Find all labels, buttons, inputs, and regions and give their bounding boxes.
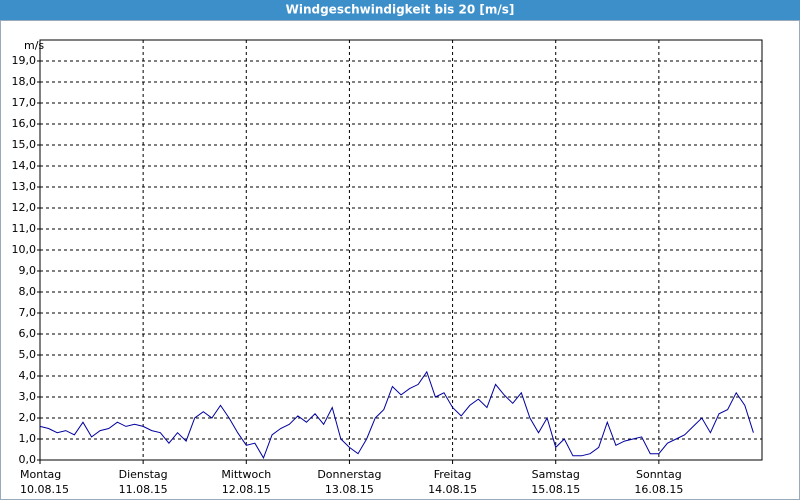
y-tick-label: 3,0 [19, 390, 37, 403]
wind-line [39, 370, 754, 460]
y-tick-label: 10,0 [12, 243, 37, 256]
y-tick-label: 14,0 [12, 159, 37, 172]
x-tick-date: 13.08.15 [325, 483, 374, 496]
y-tick-label: 19,0 [12, 54, 37, 67]
y-tick-label: 12,0 [12, 201, 37, 214]
x-tick-label: Sonntag [636, 468, 682, 481]
x-tick-date: 10.08.15 [20, 483, 69, 496]
y-tick-label: 11,0 [12, 222, 37, 235]
x-tick-label: Donnerstag [317, 468, 381, 481]
x-tick-label: Dienstag [119, 468, 168, 481]
y-tick-label: 5,0 [19, 348, 37, 361]
y-tick-label: 0,0 [19, 453, 37, 466]
title-bar [0, 0, 800, 20]
x-tick-date: 15.08.15 [531, 483, 580, 496]
y-tick-label: 4,0 [19, 369, 37, 382]
y-tick-label: 18,0 [12, 75, 37, 88]
y-tick-label: 9,0 [19, 264, 37, 277]
chart-title: Windgeschwindigkeit bis 20 [m/s] [286, 3, 515, 17]
x-tick-date: 14.08.15 [428, 483, 477, 496]
y-tick-label: 16,0 [12, 117, 37, 130]
y-tick-label: 1,0 [19, 432, 37, 445]
y-tick-label: 8,0 [19, 285, 37, 298]
y-axis-unit: m/s [24, 39, 44, 52]
x-tick-label: Mittwoch [221, 468, 271, 481]
x-tick-date: 11.08.15 [119, 483, 168, 496]
x-tick-label: Montag [20, 468, 61, 481]
x-tick-date: 12.08.15 [222, 483, 271, 496]
x-tick-label: Samstag [532, 468, 580, 481]
y-tick-label: 15,0 [12, 138, 37, 151]
y-tick-label: 13,0 [12, 180, 37, 193]
x-tick-date: 16.08.15 [634, 483, 683, 496]
y-tick-label: 7,0 [19, 306, 37, 319]
y-tick-label: 2,0 [19, 411, 37, 424]
x-tick-label: Freitag [434, 468, 472, 481]
frame [0, 20, 800, 500]
y-tick-label: 6,0 [19, 327, 37, 340]
y-tick-label: 17,0 [12, 96, 37, 109]
plot-frame [39, 39, 763, 461]
